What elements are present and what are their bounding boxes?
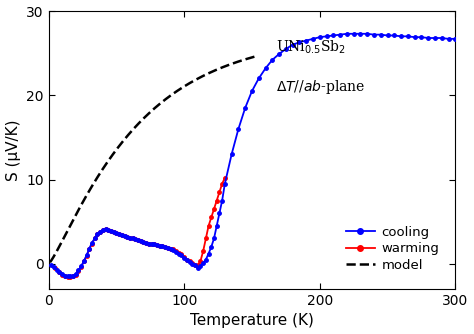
Y-axis label: S (μV/K): S (μV/K): [6, 119, 20, 181]
X-axis label: Temperature (K): Temperature (K): [190, 313, 314, 328]
Text: $\it{\Delta T}$//$\it{ab}$-plane: $\it{\Delta T}$//$\it{ab}$-plane: [276, 78, 366, 96]
Text: UNi$_{0.5}$Sb$_2$: UNi$_{0.5}$Sb$_2$: [276, 39, 346, 56]
Legend: cooling, warming, model: cooling, warming, model: [341, 221, 445, 277]
